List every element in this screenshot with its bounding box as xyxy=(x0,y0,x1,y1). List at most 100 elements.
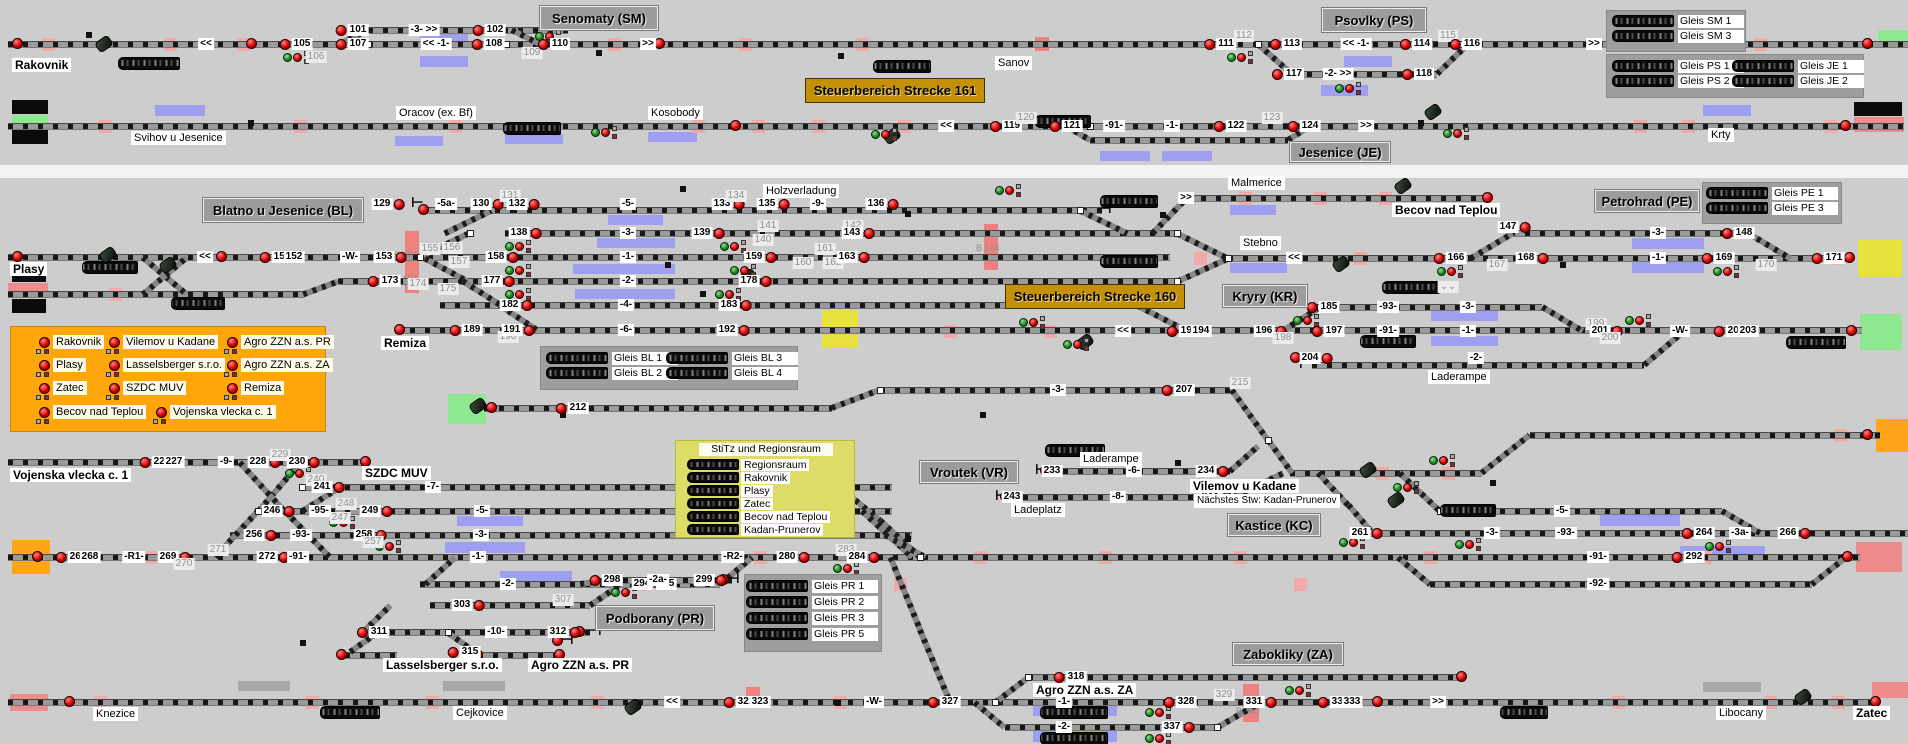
signal[interactable] xyxy=(1401,68,1413,80)
signal[interactable] xyxy=(723,696,735,708)
signal[interactable] xyxy=(1161,384,1173,396)
signal[interactable] xyxy=(1811,252,1823,264)
signal[interactable] xyxy=(740,299,752,311)
signal[interactable] xyxy=(555,402,567,414)
train-block[interactable] xyxy=(1100,195,1158,208)
stored-train[interactable] xyxy=(746,580,808,592)
signal[interactable] xyxy=(1372,696,1383,707)
stored-train[interactable] xyxy=(746,596,808,608)
signal[interactable] xyxy=(507,251,519,263)
shunt-signal-group[interactable] xyxy=(720,240,747,255)
track-segment[interactable] xyxy=(360,629,590,636)
signal[interactable] xyxy=(447,646,459,658)
track-segment[interactable] xyxy=(1028,674,1464,681)
track-segment[interactable] xyxy=(8,459,368,466)
stored-train[interactable] xyxy=(666,367,728,379)
signal[interactable] xyxy=(569,626,581,638)
signal[interactable] xyxy=(333,481,345,493)
signal[interactable] xyxy=(1519,221,1531,233)
stored-train[interactable] xyxy=(687,524,739,535)
signal[interactable] xyxy=(246,38,257,49)
track-segment[interactable] xyxy=(8,291,304,298)
signal[interactable] xyxy=(1842,551,1853,562)
track-segment[interactable] xyxy=(1360,530,1908,537)
switch-indicator[interactable] xyxy=(877,387,884,394)
train-block[interactable] xyxy=(1100,255,1158,268)
shunt-signal-group[interactable] xyxy=(730,264,757,279)
legend-item[interactable]: Plasy xyxy=(53,358,86,372)
track-segment[interactable] xyxy=(8,254,1170,261)
legend-item[interactable]: Vojenska vlecka c. 1 xyxy=(170,405,276,419)
legend-item[interactable]: Becov nad Teplou xyxy=(53,405,147,419)
shunt-signal-group[interactable] xyxy=(1393,481,1420,496)
stored-train[interactable] xyxy=(1706,202,1768,214)
signal[interactable] xyxy=(1482,192,1493,203)
signal[interactable] xyxy=(1449,38,1461,50)
signal[interactable] xyxy=(1217,465,1229,477)
legend-item[interactable]: Remiza xyxy=(241,381,285,395)
switch-indicator[interactable] xyxy=(1225,255,1232,262)
signal[interactable] xyxy=(1204,38,1216,50)
signal[interactable] xyxy=(738,324,750,336)
signal[interactable] xyxy=(537,38,549,50)
shunt-signal-group[interactable] xyxy=(591,126,618,141)
train-block[interactable] xyxy=(118,57,180,70)
switch-indicator[interactable] xyxy=(467,230,474,237)
signal[interactable] xyxy=(55,551,67,563)
signal[interactable] xyxy=(989,120,1001,132)
track-switch-segment[interactable] xyxy=(1227,443,1260,474)
signal[interactable] xyxy=(473,599,485,611)
switch-indicator[interactable] xyxy=(992,699,999,706)
signal[interactable] xyxy=(471,38,483,50)
track-segment[interactable] xyxy=(1292,71,1437,78)
shunt-signal-group[interactable] xyxy=(1335,82,1362,97)
stored-train[interactable] xyxy=(1612,60,1674,72)
shunt-signal-group[interactable] xyxy=(833,562,860,577)
signal[interactable] xyxy=(335,24,347,36)
signal[interactable] xyxy=(418,204,429,215)
legend-item[interactable]: Rakovnik xyxy=(53,335,105,349)
shunt-signal-group[interactable] xyxy=(1293,314,1320,329)
signal[interactable] xyxy=(1163,696,1175,708)
signal[interactable] xyxy=(472,24,484,36)
signal[interactable] xyxy=(1862,429,1873,440)
signal[interactable] xyxy=(1321,352,1333,364)
stored-train[interactable] xyxy=(687,459,739,470)
shunt-signal-group[interactable] xyxy=(1625,314,1652,329)
signal[interactable] xyxy=(283,505,295,517)
track-segment[interactable] xyxy=(8,554,1860,561)
track-segment[interactable] xyxy=(1290,470,1482,477)
signal[interactable] xyxy=(589,574,601,586)
stored-train[interactable] xyxy=(666,352,728,364)
signal[interactable] xyxy=(1840,120,1851,131)
signal[interactable] xyxy=(1537,252,1549,264)
shunt-signal-group[interactable] xyxy=(1019,316,1046,331)
signal[interactable] xyxy=(887,198,899,210)
signal[interactable] xyxy=(1681,527,1693,539)
shunt-signal-group[interactable] xyxy=(1713,265,1740,280)
train-block[interactable] xyxy=(1040,732,1108,744)
train-block[interactable] xyxy=(320,706,380,719)
train-block[interactable] xyxy=(1786,336,1846,349)
signal[interactable] xyxy=(760,275,772,287)
signal[interactable] xyxy=(492,198,504,210)
signal[interactable] xyxy=(12,251,23,262)
train-block[interactable] xyxy=(171,297,225,310)
shunt-signal-group[interactable] xyxy=(1443,127,1470,142)
track-segment[interactable] xyxy=(440,302,1137,309)
signal[interactable] xyxy=(1456,671,1467,682)
signal[interactable] xyxy=(713,227,725,239)
legend-item[interactable]: Agro ZZN a.s. ZA xyxy=(241,358,333,372)
shunt-signal-group[interactable] xyxy=(1227,51,1254,66)
track-segment[interactable] xyxy=(484,405,832,412)
signal[interactable] xyxy=(798,551,810,563)
signal[interactable] xyxy=(778,198,790,210)
signal[interactable] xyxy=(1311,325,1323,337)
signal[interactable] xyxy=(216,251,227,262)
signal[interactable] xyxy=(1844,252,1855,263)
switch-indicator[interactable] xyxy=(917,554,924,561)
stored-train[interactable] xyxy=(687,485,739,496)
shunt-signal-group[interactable] xyxy=(1455,538,1482,553)
signal[interactable] xyxy=(1166,325,1178,337)
stored-train[interactable] xyxy=(687,498,739,509)
